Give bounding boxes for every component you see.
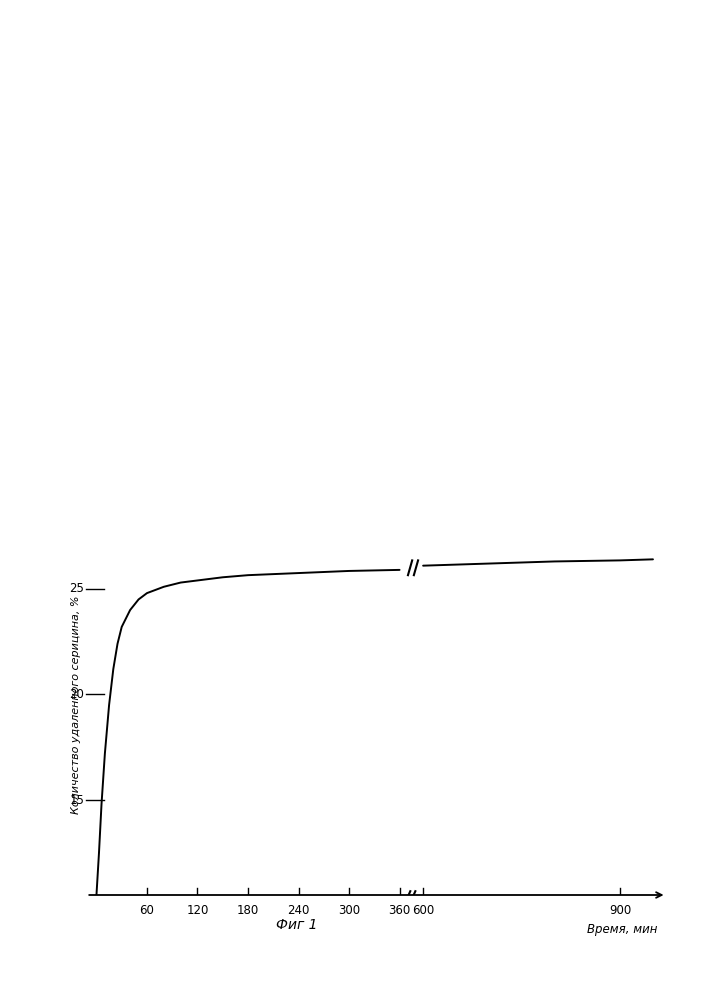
Text: 20: 20	[69, 688, 84, 701]
Text: 600: 600	[412, 904, 434, 918]
Text: 60: 60	[139, 904, 154, 918]
Text: 300: 300	[338, 904, 360, 918]
Text: 180: 180	[237, 904, 259, 918]
Text: Фиг 1: Фиг 1	[276, 918, 317, 932]
Text: 15: 15	[69, 793, 84, 806]
Text: 900: 900	[609, 904, 631, 918]
Text: Количество удаленного серицина, %: Количество удаленного серицина, %	[71, 596, 81, 814]
Text: 120: 120	[187, 904, 209, 918]
Text: Время, мин: Время, мин	[587, 924, 658, 936]
Text: 25: 25	[69, 582, 84, 595]
Text: 240: 240	[287, 904, 310, 918]
Text: 360: 360	[388, 904, 411, 918]
